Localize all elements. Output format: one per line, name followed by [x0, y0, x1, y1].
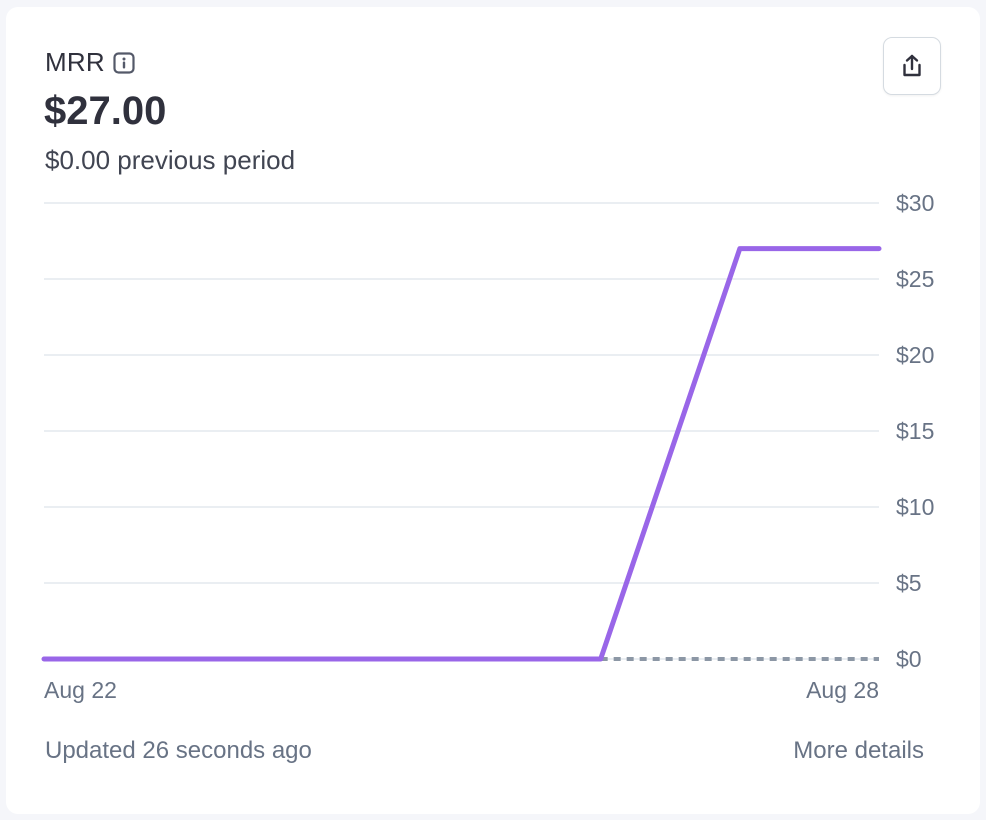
previous-period-value: $0.00 previous period: [45, 145, 296, 175]
y-tick-label: $5: [896, 570, 922, 596]
chart-grid: [44, 202, 879, 660]
y-tick-label: $0: [896, 646, 922, 672]
y-tick-label: $10: [896, 494, 934, 520]
y-tick-label: $20: [896, 342, 934, 368]
more-details-link[interactable]: More details: [793, 737, 924, 764]
share-icon: [903, 54, 921, 77]
x-tick-label: Aug 28: [806, 677, 879, 703]
y-tick-label: $30: [896, 190, 934, 216]
y-tick-label: $25: [896, 266, 934, 292]
y-axis-ticks: $0 $5 $10 $15 $20 $25 $30: [896, 190, 934, 672]
x-tick-label: Aug 22: [44, 677, 117, 703]
chart-series: [41, 246, 882, 662]
y-tick-label: $15: [896, 418, 934, 444]
updated-timestamp: Updated 26 seconds ago: [45, 737, 312, 764]
share-button[interactable]: [883, 37, 941, 95]
x-axis-ticks: Aug 22 Aug 28: [44, 677, 879, 703]
metric-value: $27.00: [44, 89, 167, 133]
metric-header: MRR: [45, 47, 135, 78]
info-icon[interactable]: [113, 51, 135, 74]
metric-title: MRR: [45, 47, 105, 77]
metric-card: MRR $27.00 $0.00 previous period $0 $5 $10…: [6, 7, 980, 814]
mrr-line-chart: $0 $5 $10 $15 $20 $25 $30 Aug 22 Aug 28: [41, 190, 934, 703]
current-period-line: [41, 246, 882, 662]
